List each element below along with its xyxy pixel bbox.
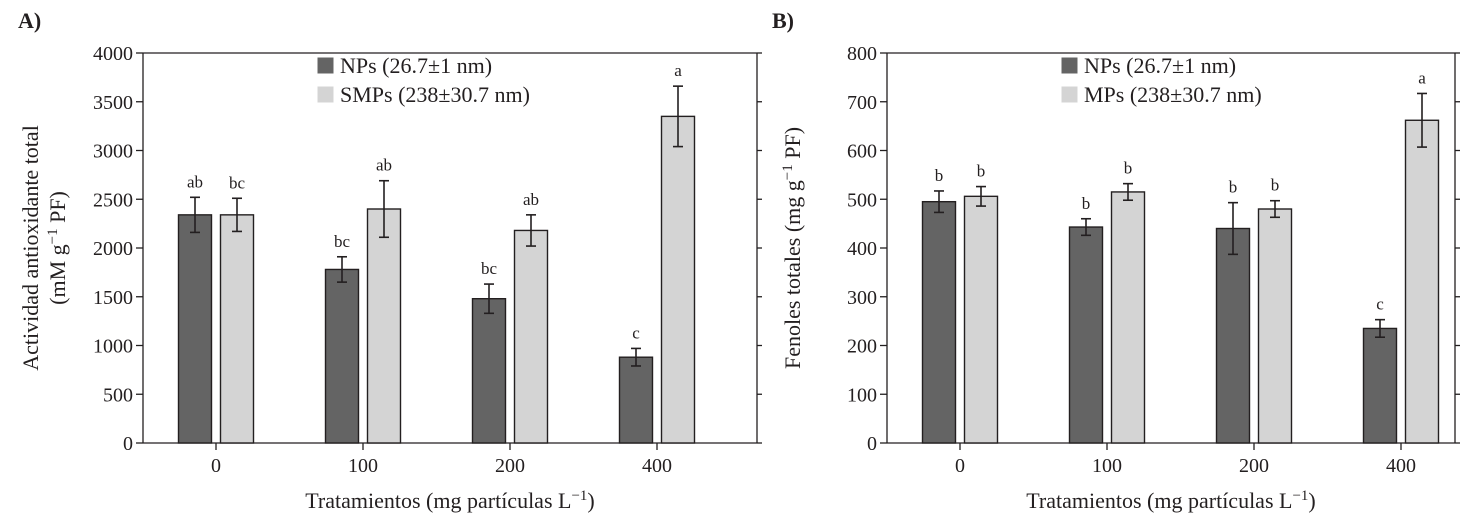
- y-tick-label: 1500: [93, 287, 133, 309]
- x-tick-label: 200: [1239, 455, 1269, 477]
- significance-letter: ab: [523, 190, 539, 209]
- y-tick-label: 1000: [93, 336, 133, 358]
- x-tick-label: 100: [348, 455, 378, 477]
- bar-nps-0: [177, 214, 213, 444]
- y-tick-label: 100: [847, 384, 877, 406]
- bar-nps-100: [324, 268, 360, 444]
- y-axis-title: Actividad antioxidante total: [18, 125, 43, 371]
- legend-label: MPs (238±30.7 nm): [1084, 82, 1262, 107]
- y-tick-label: 4000: [93, 43, 133, 65]
- panel-a-chart: A) 0 500 1000 1500 2000 2500 3000 3500 4000 0 100 20…: [18, 8, 762, 513]
- bar-mps-0: [963, 195, 999, 444]
- bar-mps-200: [1257, 208, 1293, 444]
- bar-mps-200: [513, 229, 549, 444]
- x-tick-label: 0: [211, 455, 221, 477]
- legend-swatch: [1061, 57, 1078, 74]
- y-tick-label: 2500: [93, 189, 133, 211]
- bar-nps-200: [1215, 227, 1251, 444]
- significance-letter: ab: [187, 172, 203, 191]
- panel-label: A): [18, 8, 41, 33]
- significance-letter: c: [632, 323, 640, 342]
- bar-nps-400: [1362, 327, 1398, 444]
- x-axis-title: Tratamientos (mg partículas L−1): [305, 488, 595, 513]
- legend-label: SMPs (238±30.7 nm): [340, 82, 530, 107]
- significance-letter: bc: [229, 173, 246, 192]
- bar-mps-400: [660, 115, 696, 444]
- y-tick-label: 800: [847, 43, 877, 65]
- significance-letter: ab: [376, 156, 392, 175]
- y-tick-label: 600: [847, 141, 877, 163]
- significance-letter: b: [1082, 194, 1091, 213]
- x-tick-label: 400: [642, 455, 672, 477]
- x-axis-title: Tratamientos (mg partículas L−1): [1026, 488, 1316, 513]
- y-tick-label: 3500: [93, 92, 133, 114]
- y-tick-label: 500: [847, 189, 877, 211]
- y-tick-label: 0: [867, 433, 877, 455]
- panel-label: B): [772, 8, 794, 33]
- y-tick-label: 200: [847, 336, 877, 358]
- x-tick-label: 100: [1092, 455, 1122, 477]
- significance-letter: b: [935, 166, 944, 185]
- y-tick-label: 700: [847, 92, 877, 114]
- y-tick-label: 3000: [93, 141, 133, 163]
- y-tick-label: 300: [847, 287, 877, 309]
- significance-letter: a: [674, 61, 682, 80]
- significance-letter: b: [977, 162, 986, 181]
- y-axis-title-units: (mM g−1 PF): [45, 191, 70, 305]
- significance-letter: a: [1418, 68, 1426, 87]
- x-tick-label: 0: [955, 455, 965, 477]
- y-tick-label: 400: [847, 238, 877, 260]
- y-tick-label: 500: [103, 384, 133, 406]
- y-tick-label: 0: [123, 433, 133, 455]
- legend-label: NPs (26.7±1 nm): [1084, 53, 1236, 78]
- panel-b-chart: B) 0 100 200 300 400 500 600 700 800 0 100 200 400 b b b…: [772, 8, 1460, 513]
- significance-letter: c: [1376, 295, 1384, 314]
- legend-swatch: [317, 86, 334, 103]
- y-axis-title: Fenoles totales (mg g−1 PF): [780, 127, 805, 369]
- bar-nps-200: [471, 298, 507, 444]
- legend-swatch: [1061, 86, 1078, 103]
- bar-nps-400: [618, 356, 654, 444]
- significance-letter: bc: [334, 232, 351, 251]
- significance-letter: b: [1229, 178, 1238, 197]
- bar-nps-100: [1068, 226, 1104, 444]
- bar-mps-400: [1404, 119, 1440, 444]
- bar-mps-100: [366, 208, 402, 444]
- bar-nps-0: [921, 200, 957, 444]
- significance-letter: b: [1271, 176, 1280, 195]
- legend-label: NPs (26.7±1 nm): [340, 53, 492, 78]
- bar-mps-100: [1110, 191, 1146, 444]
- x-tick-label: 400: [1386, 455, 1416, 477]
- y-tick-label: 2000: [93, 238, 133, 260]
- legend-swatch: [317, 57, 334, 74]
- significance-letter: bc: [481, 259, 498, 278]
- significance-letter: b: [1124, 159, 1133, 178]
- bar-mps-0: [219, 214, 255, 444]
- x-tick-label: 200: [495, 455, 525, 477]
